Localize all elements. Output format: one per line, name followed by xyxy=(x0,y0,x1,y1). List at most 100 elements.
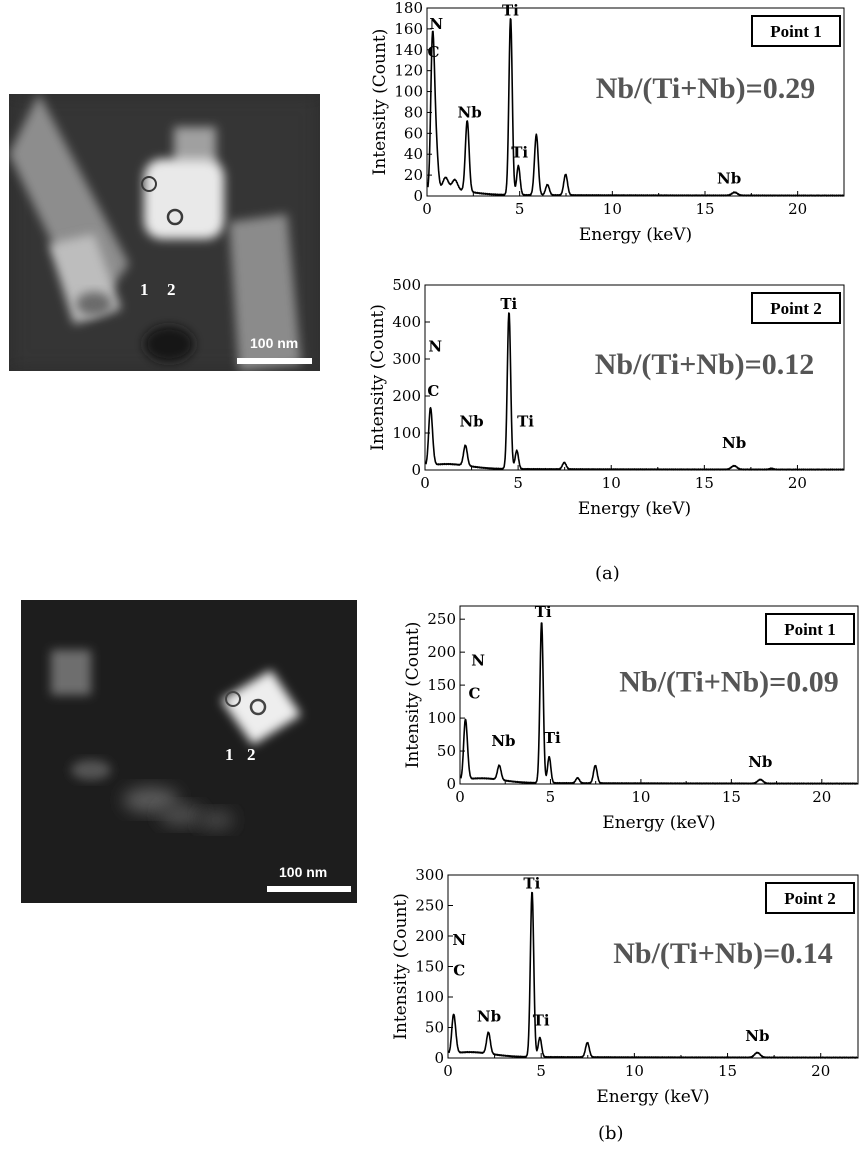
x-tick-label: 15 xyxy=(695,200,714,218)
peak-label: N xyxy=(429,15,443,33)
spectrum-b-point-2: 0 50 100 150 200 250 300 0 5 10 15 20 Energy (keV) In… xyxy=(391,866,859,1107)
point-box-label: Point 1 xyxy=(770,22,821,41)
y-tick-label: 50 xyxy=(425,1019,444,1037)
x-tick-label: 5 xyxy=(515,200,525,218)
y-tick-label: 100 xyxy=(394,83,423,101)
point-label-2: 2 xyxy=(247,745,256,764)
point-1-marker xyxy=(225,691,241,707)
y-tick-label: 120 xyxy=(394,62,423,80)
y-axis-label: Intensity (Count) xyxy=(391,893,411,1040)
peak-label: N xyxy=(452,931,466,949)
y-tick-label: 60 xyxy=(404,124,423,142)
y-tick-label: 0 xyxy=(411,461,421,479)
peak-label: Nb xyxy=(717,169,741,187)
y-tick-label: 100 xyxy=(427,709,456,727)
spectrum-trace xyxy=(425,312,845,471)
spectrum-trace xyxy=(427,18,845,197)
y-tick-label: 500 xyxy=(392,276,421,294)
x-tick-label: 10 xyxy=(625,1062,644,1080)
y-tick-label: 80 xyxy=(404,103,423,121)
peak-label: Nb xyxy=(491,732,515,750)
ratio-text: Nb/(Ti+Nb)=0.09 xyxy=(619,665,839,698)
scale-bar xyxy=(237,358,312,364)
peak-label: C xyxy=(428,43,440,61)
y-tick-label: 300 xyxy=(392,350,421,368)
point-label-1: 1 xyxy=(140,280,149,299)
y-tick-label: 0 xyxy=(446,775,456,793)
spectrum-trace xyxy=(460,622,859,785)
peak-label: Nb xyxy=(459,413,483,431)
peak-label: Ti xyxy=(544,729,561,747)
point-box xyxy=(765,613,855,645)
point-2-marker xyxy=(166,208,184,226)
y-tick-label: 0 xyxy=(413,187,423,205)
spectrum-a-point-2: 0 100 200 300 400 500 0 5 10 15 20 Energy (keV) Inte… xyxy=(368,276,845,519)
point-2-marker xyxy=(249,698,267,716)
x-tick-label: 20 xyxy=(788,200,807,218)
x-axis-label: Energy (keV) xyxy=(602,813,715,833)
point-box xyxy=(751,15,841,47)
y-tick-label: 40 xyxy=(404,145,423,163)
y-tick-label: 400 xyxy=(392,313,421,331)
point-label-2: 2 xyxy=(167,280,176,299)
x-tick-label: 10 xyxy=(603,200,622,218)
y-tick-label: 200 xyxy=(392,387,421,405)
ratio-text: Nb/(Ti+Nb)=0.29 xyxy=(596,72,816,105)
x-axis-label: Energy (keV) xyxy=(578,499,691,519)
x-tick-label: 10 xyxy=(631,788,650,806)
x-tick-label: 0 xyxy=(422,200,432,218)
peak-label: Ti xyxy=(511,143,528,161)
micrograph-b: 1 2 100 nm xyxy=(21,600,357,903)
spectrum-b-point-1: 0 50 100 150 200 250 0 5 10 15 20 Energy (keV) Inten… xyxy=(403,603,859,833)
peak-label: C xyxy=(468,684,480,702)
peak-label: Nb xyxy=(477,1007,501,1025)
peak-label: Ti xyxy=(535,603,552,621)
ratio-text: Nb/(Ti+Nb)=0.12 xyxy=(595,348,815,381)
y-tick-label: 250 xyxy=(415,897,444,915)
y-tick-label: 0 xyxy=(434,1049,444,1067)
peak-label: C xyxy=(453,962,465,980)
y-tick-label: 20 xyxy=(404,166,423,184)
y-axis-label: Intensity (Count) xyxy=(370,29,390,176)
x-tick-label: 15 xyxy=(695,474,714,492)
peak-label: Ti xyxy=(517,413,534,431)
scale-bar-label: 100 nm xyxy=(279,864,328,880)
y-tick-label: 140 xyxy=(394,41,423,59)
x-axis-label: Energy (keV) xyxy=(596,1087,709,1107)
x-tick-label: 20 xyxy=(812,788,831,806)
panel-label-a: (a) xyxy=(595,563,620,584)
point-label-1: 1 xyxy=(225,745,234,764)
y-tick-label: 250 xyxy=(427,610,456,628)
peak-label: Nb xyxy=(722,434,746,452)
peak-label: Ti xyxy=(533,1012,550,1030)
y-tick-label: 150 xyxy=(427,676,456,694)
point-box-label: Point 2 xyxy=(784,889,835,908)
y-tick-label: 180 xyxy=(394,0,423,17)
y-tick-label: 160 xyxy=(394,20,423,38)
x-tick-label: 0 xyxy=(443,1062,453,1080)
x-tick-label: 20 xyxy=(811,1062,830,1080)
micrograph-a: 1 2 100 nm xyxy=(9,94,320,371)
spectrum-a-point-1: 0 20 40 60 80 100 120 140 160 180 0 5 10 15 20 Energy (… xyxy=(370,0,845,245)
peak-label: Ti xyxy=(502,1,519,19)
y-tick-label: 100 xyxy=(415,988,444,1006)
x-tick-label: 5 xyxy=(536,1062,546,1080)
point-box xyxy=(751,292,841,324)
peak-label: Nb xyxy=(458,104,482,122)
scale-bar xyxy=(267,886,351,892)
peak-label: Nb xyxy=(745,1027,769,1045)
x-tick-label: 5 xyxy=(546,788,556,806)
peak-label: Nb xyxy=(748,753,772,771)
point-box-label: Point 1 xyxy=(784,620,835,639)
peak-label: Ti xyxy=(500,295,517,313)
y-axis-label: Intensity (Count) xyxy=(368,304,388,451)
x-tick-label: 5 xyxy=(513,474,523,492)
y-axis-label: Intensity (Count) xyxy=(403,622,423,769)
x-tick-label: 15 xyxy=(718,1062,737,1080)
x-tick-label: 15 xyxy=(722,788,741,806)
micrograph-b-image xyxy=(21,600,357,903)
peak-label: N xyxy=(428,338,442,356)
x-tick-label: 10 xyxy=(602,474,621,492)
x-tick-label: 0 xyxy=(420,474,430,492)
micrograph-a-image xyxy=(9,94,320,371)
